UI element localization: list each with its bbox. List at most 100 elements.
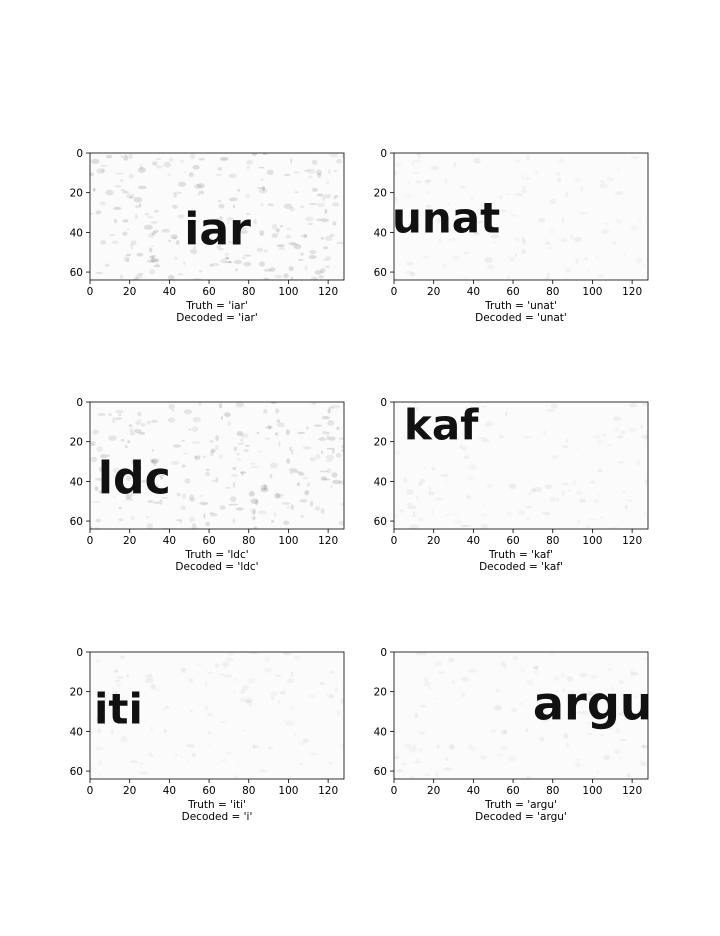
decoded-label: Decoded = 'iar' xyxy=(176,312,258,324)
y-tick-label: 20 xyxy=(70,687,83,699)
x-tick-label: 60 xyxy=(506,535,519,547)
y-tick-label: 40 xyxy=(70,476,83,488)
x-tick-label: 0 xyxy=(87,286,94,298)
image-plot-4: kaf 0 20 40 60 80 100 120 0 20 40 60 xyxy=(374,397,649,547)
y-tick-label: 40 xyxy=(374,227,387,239)
x-tick-label: 20 xyxy=(427,785,440,797)
y-tick-label: 60 xyxy=(70,267,83,279)
x-tick-label: 100 xyxy=(278,785,298,797)
image-background xyxy=(394,402,648,529)
x-tick-label: 120 xyxy=(318,286,338,298)
panel-6-caption: Truth = 'argu' Decoded = 'argu' xyxy=(394,799,648,823)
x-tick-label: 40 xyxy=(467,785,480,797)
panel-5: iti 0 20 40 60 80 100 120 0 20 40 60 Truth = 'iti' … xyxy=(60,647,390,849)
axes-frame xyxy=(89,651,345,780)
x-tick-label: 80 xyxy=(546,535,559,547)
truth-label: Truth = 'iti' xyxy=(188,799,246,811)
image-background xyxy=(394,153,648,280)
x-tick-label: 80 xyxy=(242,286,255,298)
x-tick-label: 120 xyxy=(318,535,338,547)
y-tick-label: 0 xyxy=(380,647,387,659)
y-tick-label: 60 xyxy=(70,516,83,528)
image-word: unat xyxy=(392,193,500,242)
decoded-label: Decoded = 'ldc' xyxy=(175,561,259,573)
panel-5-caption: Truth = 'iti' Decoded = 'i' xyxy=(90,799,344,823)
y-tick-label: 0 xyxy=(380,397,387,409)
panel-2-caption: Truth = 'unat' Decoded = 'unat' xyxy=(394,300,648,324)
y-tick-label: 60 xyxy=(374,766,387,778)
y-tick-label: 40 xyxy=(374,726,387,738)
noise-texture xyxy=(394,402,648,529)
y-tick-label: 40 xyxy=(70,227,83,239)
image-word: argu xyxy=(533,677,653,731)
decoded-label: Decoded = 'unat' xyxy=(475,312,567,324)
x-tick-label: 100 xyxy=(582,785,602,797)
panel-4-caption: Truth = 'kaf' Decoded = 'kaf' xyxy=(394,549,648,573)
x-tick-label: 0 xyxy=(87,535,94,547)
y-tick-label: 0 xyxy=(380,148,387,160)
x-tick-label: 40 xyxy=(163,785,176,797)
image-word: ldc xyxy=(98,453,171,504)
x-tick-label: 20 xyxy=(123,535,136,547)
x-tick-label: 40 xyxy=(163,286,176,298)
image-word: iti xyxy=(94,684,143,733)
panel-1-caption: Truth = 'iar' Decoded = 'iar' xyxy=(90,300,344,324)
decoded-label: Decoded = 'i' xyxy=(181,811,253,823)
truth-label: Truth = 'unat' xyxy=(485,300,557,312)
image-word: kaf xyxy=(404,401,479,450)
y-tick-label: 60 xyxy=(70,766,83,778)
x-tick-label: 40 xyxy=(467,535,480,547)
truth-label: Truth = 'argu' xyxy=(485,799,557,811)
y-tick-label: 0 xyxy=(76,397,83,409)
y-tick-label: 0 xyxy=(76,148,83,160)
y-tick-label: 20 xyxy=(374,437,387,449)
image-background xyxy=(394,652,648,779)
x-tick-label: 20 xyxy=(427,535,440,547)
axes-frame xyxy=(89,401,345,530)
x-tick-label: 60 xyxy=(506,286,519,298)
image-background xyxy=(90,652,344,779)
panel-3-caption: Truth = 'ldc' Decoded = 'ldc' xyxy=(90,549,344,573)
x-tick-label: 120 xyxy=(622,785,642,797)
x-tick-label: 40 xyxy=(163,535,176,547)
image-word: iar xyxy=(184,204,251,255)
x-tick-label: 100 xyxy=(582,535,602,547)
x-tick-label: 60 xyxy=(202,286,215,298)
image-plot-3: ldc 0 20 40 60 80 100 120 0 20 40 60 xyxy=(70,397,345,547)
x-tick-label: 100 xyxy=(278,535,298,547)
x-tick-label: 120 xyxy=(318,785,338,797)
x-tick-label: 0 xyxy=(391,535,398,547)
axes-frame xyxy=(393,651,649,780)
x-tick-label: 80 xyxy=(546,785,559,797)
x-tick-label: 100 xyxy=(582,286,602,298)
truth-label: Truth = 'kaf' xyxy=(489,549,553,561)
panel-1: iar 0 20 40 60 80 100 120 0 20 40 60 Truth = 'iar' … xyxy=(60,148,390,350)
truth-label: Truth = 'iar' xyxy=(186,300,248,312)
decoded-label: Decoded = 'kaf' xyxy=(479,561,563,573)
y-tick-label: 20 xyxy=(70,188,83,200)
x-tick-label: 20 xyxy=(123,785,136,797)
x-tick-label: 0 xyxy=(87,785,94,797)
noise-texture xyxy=(90,402,344,529)
x-tick-label: 60 xyxy=(506,785,519,797)
x-tick-label: 80 xyxy=(546,286,559,298)
x-tick-label: 20 xyxy=(123,286,136,298)
image-plot-5: iti 0 20 40 60 80 100 120 0 20 40 60 xyxy=(70,647,345,797)
panel-4: kaf 0 20 40 60 80 100 120 0 20 40 60 Truth = 'kaf' … xyxy=(364,397,694,599)
image-plot-2: unat 0 20 40 60 80 100 120 0 20 40 60 xyxy=(374,148,649,298)
x-tick-label: 80 xyxy=(242,535,255,547)
y-tick-label: 60 xyxy=(374,516,387,528)
axes-frame xyxy=(393,152,649,281)
x-tick-label: 0 xyxy=(391,286,398,298)
image-background xyxy=(90,402,344,529)
panel-3: ldc 0 20 40 60 80 100 120 0 20 40 60 Truth = 'ldc' … xyxy=(60,397,390,599)
axes-frame xyxy=(393,401,649,530)
panel-2: unat 0 20 40 60 80 100 120 0 20 40 60 Truth = 'unat… xyxy=(364,148,694,350)
y-tick-label: 40 xyxy=(374,476,387,488)
axes-frame xyxy=(89,152,345,281)
image-plot-6: argu 0 20 40 60 80 100 120 0 20 40 60 xyxy=(374,647,653,797)
y-tick-label: 20 xyxy=(70,437,83,449)
image-background xyxy=(90,153,344,280)
x-tick-label: 120 xyxy=(622,535,642,547)
noise-texture xyxy=(95,652,344,779)
